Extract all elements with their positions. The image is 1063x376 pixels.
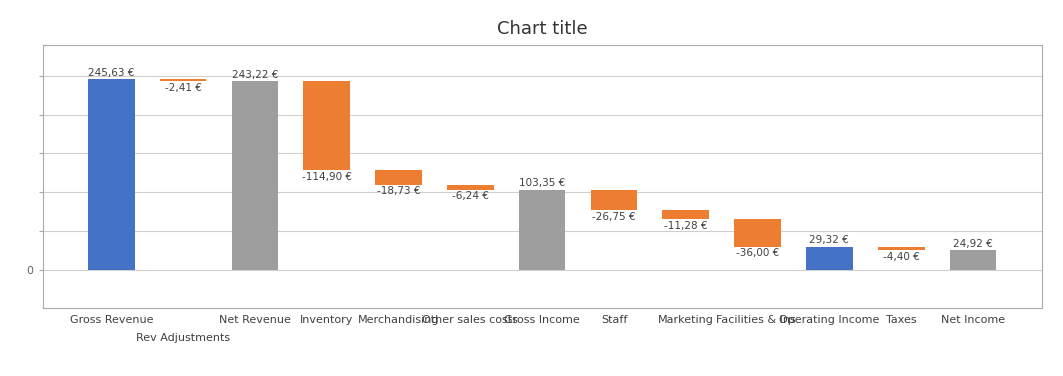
Bar [159,79,206,81]
Text: Gross Income: Gross Income [504,315,580,325]
Text: -11,28 €: -11,28 € [664,221,708,230]
Text: -26,75 €: -26,75 € [592,212,636,222]
Text: Inventory: Inventory [300,315,353,325]
Text: 245,63 €: 245,63 € [88,68,134,78]
Bar [806,247,853,270]
Text: 29,32 €: 29,32 € [810,235,849,246]
Bar [375,170,422,185]
Text: Merchandising: Merchandising [358,315,439,325]
Bar [878,247,925,250]
Text: 24,92 €: 24,92 € [954,239,993,249]
Bar [519,190,566,270]
Text: Operating Income: Operating Income [779,315,879,325]
Text: 243,22 €: 243,22 € [232,70,279,80]
Text: Gross Revenue: Gross Revenue [69,315,153,325]
Text: 103,35 €: 103,35 € [519,178,566,188]
Bar [591,190,638,210]
Text: Taxes: Taxes [885,315,916,325]
Bar [232,81,279,270]
Text: Marketing: Marketing [658,315,713,325]
Bar [303,81,350,170]
Text: Net Income: Net Income [941,315,1005,325]
Text: -36,00 €: -36,00 € [736,249,779,258]
Text: -4,40 €: -4,40 € [882,252,919,262]
Bar [446,185,493,190]
Title: Chart title: Chart title [496,20,588,38]
Text: Rev Adjustments: Rev Adjustments [136,333,231,343]
Bar [949,250,996,270]
Text: Net Revenue: Net Revenue [219,315,291,325]
Text: -18,73 €: -18,73 € [376,186,420,196]
Text: -2,41 €: -2,41 € [165,83,202,93]
Text: Other sales costs: Other sales costs [422,315,519,325]
Text: -6,24 €: -6,24 € [452,191,489,201]
Bar [88,79,135,270]
Text: -114,90 €: -114,90 € [302,172,352,182]
Text: Facilities & Ins.: Facilities & Ins. [715,315,799,325]
Bar [735,219,781,247]
Text: Staff: Staff [601,315,627,325]
Bar [662,210,709,219]
